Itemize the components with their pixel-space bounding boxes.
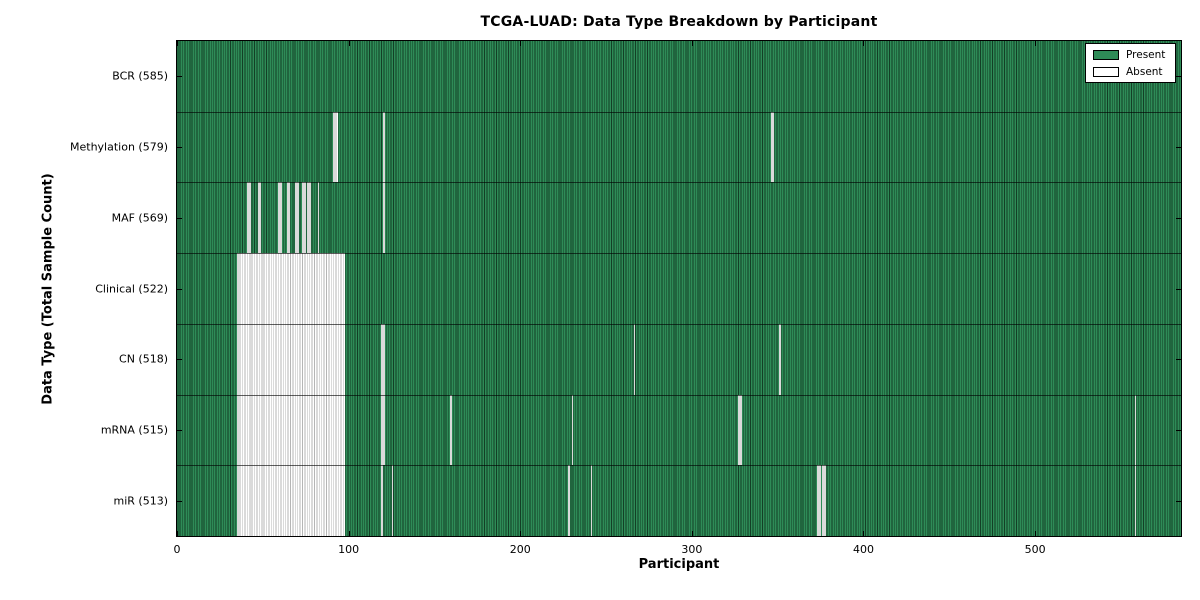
absent-segment	[333, 111, 339, 183]
absent-segment	[247, 182, 251, 254]
absent-segment	[382, 111, 385, 183]
absent-segment	[257, 182, 262, 254]
x-tick-label: 0	[173, 543, 181, 556]
x-tick	[1035, 531, 1037, 536]
row-separator	[177, 182, 1181, 184]
absent-segment	[286, 182, 291, 254]
y-tick	[1176, 217, 1181, 219]
x-tick	[691, 531, 693, 536]
absent-segment	[590, 465, 593, 536]
y-tick	[177, 76, 182, 78]
absent-segment	[633, 323, 636, 395]
x-tick	[863, 531, 865, 536]
absent-segment	[770, 111, 775, 183]
absent-swatch-icon	[1093, 66, 1119, 77]
absent-segment	[571, 394, 574, 466]
x-tick-label: 400	[852, 543, 874, 556]
x-tick	[348, 41, 350, 46]
row-label: miR (513)	[113, 494, 169, 508]
absent-segment	[1134, 465, 1137, 536]
row-separator	[177, 111, 1181, 113]
y-tick	[177, 429, 182, 431]
x-tick	[348, 531, 350, 536]
present-swatch-icon	[1093, 50, 1119, 61]
row-label: Clinical (522)	[95, 282, 168, 295]
y-tick	[1176, 147, 1181, 149]
row-separator	[177, 394, 1181, 396]
row-separator	[177, 465, 1181, 467]
y-tick	[1176, 288, 1181, 290]
absent-segment	[1134, 394, 1137, 466]
plot-canvas	[177, 41, 1181, 536]
x-tick-label: 200	[509, 543, 531, 556]
absent-segment	[278, 182, 282, 254]
legend-entry-absent: Absent	[1093, 65, 1168, 78]
row-label: Methylation (579)	[70, 140, 168, 154]
y-tick	[1176, 500, 1181, 502]
row-label: CN (518)	[119, 352, 168, 366]
chart-title: TCGA-LUAD: Data Type Breakdown by Partic…	[480, 14, 878, 30]
legend-label-present: Present	[1126, 49, 1166, 61]
row-separator	[177, 253, 1181, 255]
x-tick-label: 100	[338, 543, 360, 556]
x-tick	[177, 531, 178, 536]
absent-segment	[302, 182, 306, 254]
absent-segment	[449, 394, 452, 466]
legend-label-absent: Absent	[1126, 65, 1163, 78]
absent-segment	[237, 465, 346, 536]
absent-segment	[237, 323, 346, 395]
absent-segment	[237, 253, 346, 324]
absent-segment	[817, 465, 821, 536]
y-tick	[177, 217, 182, 219]
absent-segment	[738, 394, 742, 466]
absent-segment	[391, 465, 394, 536]
absent-segment	[237, 394, 346, 466]
x-tick-label: 300	[681, 543, 703, 556]
y-tick	[177, 288, 182, 290]
absent-segment	[317, 182, 320, 254]
x-axis-label: Participant	[638, 557, 720, 572]
row-label: MAF (569)	[111, 211, 168, 225]
absent-segment	[568, 465, 570, 536]
x-tick	[691, 41, 693, 46]
y-axis-label: Data Type (Total Sample Count)	[40, 173, 56, 405]
x-tick	[1035, 41, 1037, 46]
absent-segment	[382, 182, 385, 254]
row-label: mRNA (515)	[100, 423, 168, 437]
x-tick-label: 500	[1024, 543, 1046, 556]
y-tick	[1176, 76, 1181, 78]
absent-segment	[381, 394, 385, 466]
x-tick	[863, 41, 865, 46]
absent-segment	[779, 323, 782, 395]
absent-segment	[307, 182, 311, 254]
legend: Present Absent	[1085, 43, 1176, 83]
row-separator	[177, 323, 1181, 325]
x-tick	[177, 41, 178, 46]
y-tick	[177, 359, 182, 361]
x-tick	[520, 531, 522, 536]
absent-segment	[295, 182, 299, 254]
y-tick	[177, 147, 182, 149]
absent-segment	[822, 465, 826, 536]
absent-segment	[381, 465, 383, 536]
y-tick	[1176, 429, 1181, 431]
y-tick	[1176, 359, 1181, 361]
row-label: BCR (585)	[112, 69, 168, 83]
absent-segment	[381, 323, 385, 395]
y-tick	[177, 500, 182, 502]
x-tick	[520, 41, 522, 46]
plot-area	[176, 40, 1182, 537]
legend-entry-present: Present	[1093, 50, 1168, 61]
